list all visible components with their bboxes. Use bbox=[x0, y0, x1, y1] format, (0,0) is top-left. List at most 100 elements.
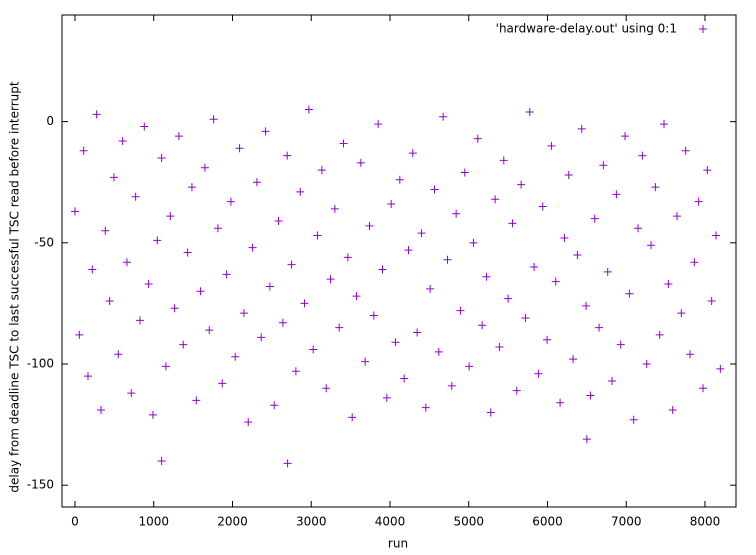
point bbox=[417, 229, 426, 238]
point bbox=[101, 226, 110, 235]
point bbox=[209, 115, 218, 124]
point bbox=[161, 362, 170, 371]
point bbox=[625, 289, 634, 298]
point bbox=[495, 343, 504, 352]
point bbox=[378, 265, 387, 274]
point bbox=[222, 270, 231, 279]
point bbox=[612, 190, 621, 199]
point bbox=[304, 105, 313, 114]
point bbox=[387, 200, 396, 209]
point bbox=[486, 408, 495, 417]
point bbox=[361, 357, 370, 366]
point bbox=[638, 151, 647, 160]
point bbox=[343, 253, 352, 262]
point bbox=[629, 415, 638, 424]
point bbox=[586, 391, 595, 400]
point bbox=[278, 318, 287, 327]
point bbox=[582, 301, 591, 310]
point bbox=[439, 112, 448, 121]
point bbox=[174, 132, 183, 141]
point bbox=[226, 197, 235, 206]
point bbox=[443, 255, 452, 264]
point bbox=[179, 340, 188, 349]
point bbox=[530, 263, 539, 272]
point bbox=[716, 364, 725, 373]
point bbox=[599, 161, 608, 170]
point bbox=[252, 178, 261, 187]
point bbox=[122, 258, 131, 267]
point bbox=[711, 231, 720, 240]
point bbox=[218, 379, 227, 388]
point bbox=[395, 175, 404, 184]
point bbox=[512, 386, 521, 395]
point bbox=[543, 335, 552, 344]
point bbox=[114, 350, 123, 359]
point bbox=[170, 304, 179, 313]
point bbox=[153, 236, 162, 245]
point bbox=[707, 296, 716, 305]
point bbox=[127, 389, 136, 398]
point bbox=[556, 398, 565, 407]
point bbox=[309, 345, 318, 354]
point bbox=[313, 231, 322, 240]
point bbox=[330, 204, 339, 213]
point bbox=[88, 265, 97, 274]
point bbox=[686, 350, 695, 359]
point bbox=[421, 403, 430, 412]
point bbox=[131, 192, 140, 201]
point bbox=[144, 280, 153, 289]
point bbox=[694, 197, 703, 206]
point bbox=[651, 183, 660, 192]
point bbox=[274, 217, 283, 226]
point bbox=[681, 146, 690, 155]
point bbox=[677, 309, 686, 318]
point bbox=[573, 250, 582, 259]
point bbox=[339, 139, 348, 148]
point bbox=[296, 187, 305, 196]
point bbox=[205, 326, 214, 335]
point bbox=[365, 221, 374, 230]
point bbox=[105, 296, 114, 305]
plot-frame bbox=[61, 14, 737, 508]
point bbox=[135, 316, 144, 325]
point bbox=[382, 393, 391, 402]
y-tick-label: -50 bbox=[34, 235, 54, 249]
point bbox=[699, 384, 708, 393]
point bbox=[235, 144, 244, 153]
point bbox=[595, 323, 604, 332]
y-tick-label: -150 bbox=[27, 478, 54, 492]
point bbox=[499, 156, 508, 165]
point bbox=[83, 372, 92, 381]
point bbox=[291, 367, 300, 376]
point bbox=[157, 456, 166, 465]
point bbox=[668, 406, 677, 415]
point bbox=[270, 401, 279, 410]
point bbox=[690, 258, 699, 267]
point bbox=[79, 146, 88, 155]
point bbox=[664, 280, 673, 289]
point bbox=[473, 134, 482, 143]
point bbox=[322, 384, 331, 393]
point bbox=[603, 267, 612, 276]
point bbox=[564, 170, 573, 179]
point bbox=[157, 153, 166, 162]
point bbox=[404, 246, 413, 255]
point bbox=[413, 328, 422, 337]
point bbox=[434, 347, 443, 356]
x-tick-label: 3000 bbox=[296, 515, 327, 529]
point bbox=[261, 127, 270, 136]
point bbox=[213, 224, 222, 233]
x-tick-label: 2000 bbox=[217, 515, 248, 529]
legend-label: 'hardware-delay.out' using 0:1 bbox=[496, 22, 677, 36]
point bbox=[460, 168, 469, 177]
point bbox=[703, 166, 712, 175]
point bbox=[192, 396, 201, 405]
x-tick-label: 0 bbox=[71, 515, 79, 529]
point bbox=[577, 124, 586, 133]
point bbox=[183, 248, 192, 257]
point bbox=[352, 292, 361, 301]
point bbox=[517, 180, 526, 189]
point bbox=[356, 158, 365, 167]
